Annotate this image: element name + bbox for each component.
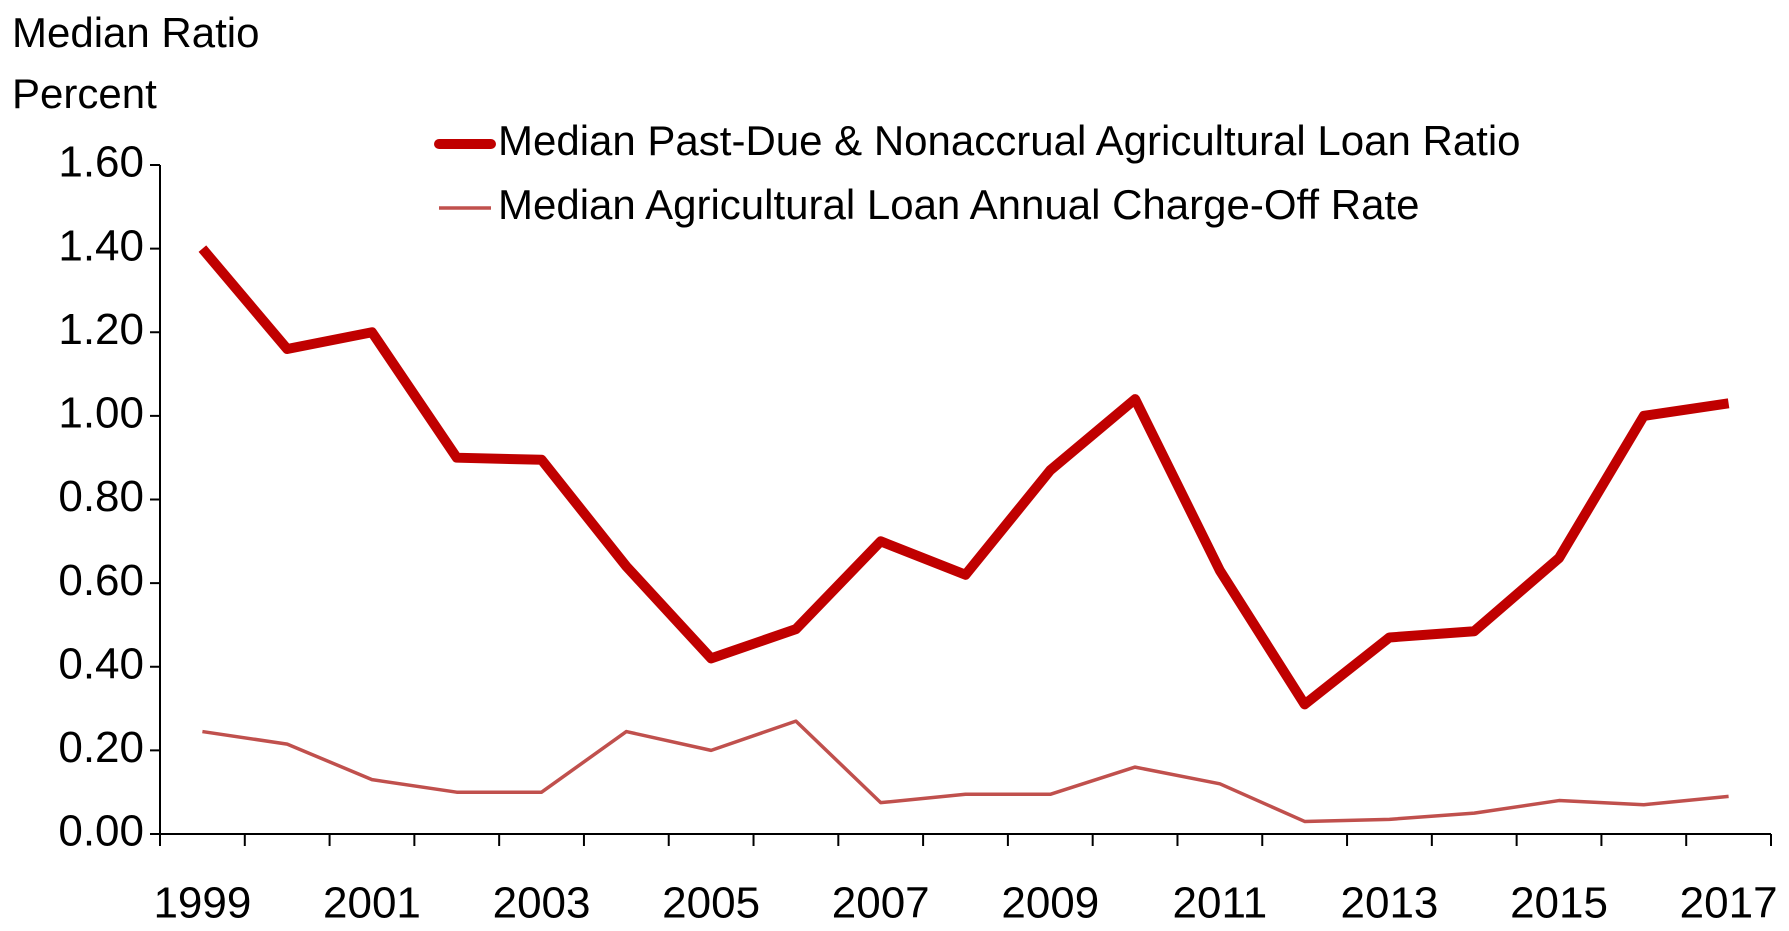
series-line: [202, 719, 1729, 824]
series-line: [198, 245, 1730, 710]
axis-title: Median Ratio: [12, 9, 259, 56]
y-tick-label: 1.60: [58, 138, 144, 187]
x-tick-label: 2015: [1510, 879, 1608, 928]
y-tick-label: 1.20: [58, 305, 144, 354]
y-tick-label: 1.40: [58, 221, 144, 270]
x-tick-label: 1999: [153, 879, 251, 928]
x-tick-label: 2001: [323, 879, 421, 928]
legend-label: Median Agricultural Loan Annual Charge-O…: [498, 181, 1419, 228]
axis-title: Percent: [12, 70, 157, 117]
y-tick-label: 0.20: [58, 723, 144, 772]
y-tick-label: 0.00: [58, 807, 144, 856]
x-tick-label: 2005: [662, 879, 760, 928]
y-tick-label: 1.00: [58, 389, 144, 438]
x-tick-label: 2017: [1680, 879, 1778, 928]
x-tick-label: 2009: [1001, 879, 1099, 928]
x-tick-label: 2007: [832, 879, 930, 928]
y-tick-label: 0.40: [58, 639, 144, 688]
y-tick-label: 0.80: [58, 472, 144, 521]
y-tick-label: 0.60: [58, 556, 144, 605]
x-tick-label: 2003: [493, 879, 591, 928]
legend-label: Median Past-Due & Nonaccrual Agricultura…: [498, 117, 1521, 164]
x-tick-label: 2011: [1173, 879, 1268, 928]
x-tick-label: 2013: [1341, 879, 1439, 928]
